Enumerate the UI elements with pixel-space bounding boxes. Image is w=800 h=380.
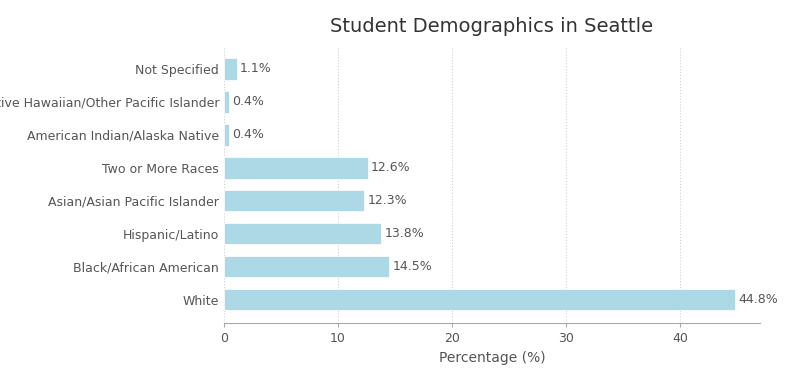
Title: Student Demographics in Seattle: Student Demographics in Seattle [330,17,654,36]
X-axis label: Percentage (%): Percentage (%) [438,351,546,364]
Bar [224,124,229,146]
Text: 14.5%: 14.5% [393,260,433,273]
Bar [224,223,382,244]
Bar [224,157,368,179]
Bar [224,190,364,212]
Bar [224,289,735,310]
Bar [224,91,229,112]
Text: 1.1%: 1.1% [240,62,272,75]
Text: 0.4%: 0.4% [232,95,264,108]
Text: 0.4%: 0.4% [232,128,264,141]
Bar [224,58,237,80]
Bar [224,256,390,277]
Text: 13.8%: 13.8% [385,227,425,240]
Text: 12.6%: 12.6% [371,162,410,174]
Text: 44.8%: 44.8% [738,293,778,306]
Text: 12.3%: 12.3% [368,194,407,207]
